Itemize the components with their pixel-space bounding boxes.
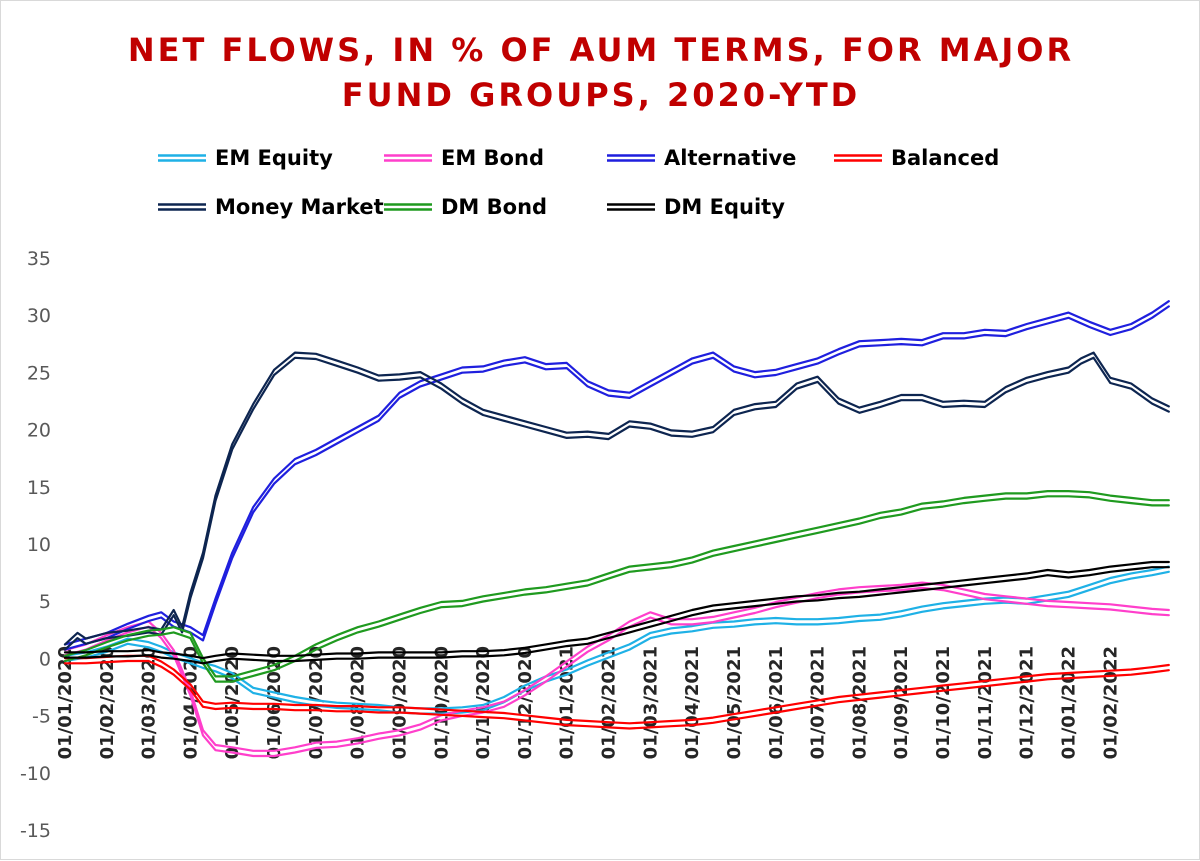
series-line-money-market (63, 351, 1170, 646)
series-dm-equity (63, 560, 1170, 665)
legend-item-em-equity: EM Equity (158, 146, 333, 170)
x-tick-label: 01/04/2021 (682, 646, 703, 759)
x-tick-label: 01/07/2021 (808, 646, 829, 759)
x-tick-label: 01/04/2020 (180, 646, 201, 759)
series-alternative (63, 300, 1170, 651)
x-tick-label: 01/05/2021 (724, 646, 745, 759)
y-tick-label: -5 (32, 706, 51, 728)
x-tick-label: 01/08/2020 (348, 646, 369, 759)
x-tick-label: 01/12/2020 (515, 646, 536, 759)
series-line-dm-bond (63, 495, 1170, 683)
x-tick-label: 01/01/2022 (1058, 646, 1079, 759)
x-tick-label: 01/06/2021 (766, 646, 787, 759)
y-tick-label: 35 (27, 248, 51, 270)
x-tick-label: 01/10/2021 (933, 646, 954, 759)
legend-item-money-market: Money Market (158, 195, 384, 219)
legend-label: DM Equity (664, 195, 785, 219)
x-axis: 01/01/2020 01/02/2020 01/03/2020 01/04/2020… (55, 646, 1121, 759)
legend: EM Equity EM Bond Alternative Balanced Money… (158, 146, 999, 219)
legend-item-em-bond: EM Bond (384, 146, 544, 170)
legend-item-dm-equity: DM Equity (607, 195, 785, 219)
series-money-market (63, 351, 1170, 651)
chart-title-line-2: FUND GROUPS, 2020-YTD (341, 76, 861, 114)
x-tick-label: 01/01/2020 (55, 646, 76, 759)
x-tick-label: 01/09/2020 (389, 646, 410, 759)
y-tick-label: 5 (39, 591, 51, 613)
series-line-dm-equity (63, 560, 1170, 660)
x-tick-label: 01/12/2021 (1017, 646, 1038, 759)
legend-label: Alternative (664, 146, 796, 170)
y-tick-label: -10 (20, 763, 51, 785)
legend-item-dm-bond: DM Bond (384, 195, 547, 219)
x-tick-label: 01/03/2020 (139, 646, 160, 759)
series-layer (63, 300, 1170, 758)
series-line-balanced (63, 659, 1170, 730)
x-tick-label: 01/10/2020 (431, 646, 452, 759)
legend-label: DM Bond (441, 195, 547, 219)
y-tick-label: -15 (20, 820, 51, 842)
legend-item-balanced: Balanced (834, 146, 999, 170)
x-tick-label: 01/11/2020 (473, 646, 494, 759)
x-tick-label: 01/07/2020 (306, 646, 327, 759)
series-line-dm-equity (63, 566, 1170, 665)
series-line-em-bond (63, 586, 1170, 758)
y-tick-label: 30 (27, 305, 51, 327)
x-tick-label: 01/02/2022 (1100, 646, 1121, 759)
y-tick-label: 20 (27, 420, 51, 442)
legend-label: Balanced (891, 146, 999, 170)
y-tick-label: 0 (39, 648, 51, 670)
y-tick-label: 10 (27, 534, 51, 556)
series-dm-bond (63, 490, 1170, 683)
series-line-money-market (63, 356, 1170, 651)
legend-label: EM Bond (441, 146, 544, 170)
series-line-alternative (63, 305, 1170, 651)
x-tick-label: 01/02/2020 (97, 646, 118, 759)
series-line-alternative (63, 300, 1170, 646)
legend-item-alternative: Alternative (607, 146, 796, 170)
x-tick-label: 01/02/2021 (599, 646, 620, 759)
x-tick-label: 01/08/2021 (849, 646, 870, 759)
x-tick-label: 01/06/2020 (264, 646, 285, 759)
x-tick-label: 01/09/2021 (891, 646, 912, 759)
series-line-balanced (63, 654, 1170, 725)
series-balanced (63, 654, 1170, 730)
series-line-em-equity (63, 570, 1170, 715)
series-line-dm-bond (63, 490, 1170, 678)
x-tick-label: 01/11/2021 (975, 646, 996, 759)
x-tick-label: 01/01/2021 (557, 646, 578, 759)
legend-label: EM Equity (215, 146, 333, 170)
y-tick-label: 15 (27, 477, 51, 499)
x-tick-label: 01/03/2021 (640, 646, 661, 759)
y-axis: 35 30 25 20 15 10 5 0 -5 -10 -15 (20, 248, 51, 842)
y-tick-label: 25 (27, 362, 51, 384)
legend-label: Money Market (215, 195, 384, 219)
chart-title-line-1: NET FLOWS, IN % OF AUM TERMS, FOR MAJOR (127, 31, 1075, 69)
